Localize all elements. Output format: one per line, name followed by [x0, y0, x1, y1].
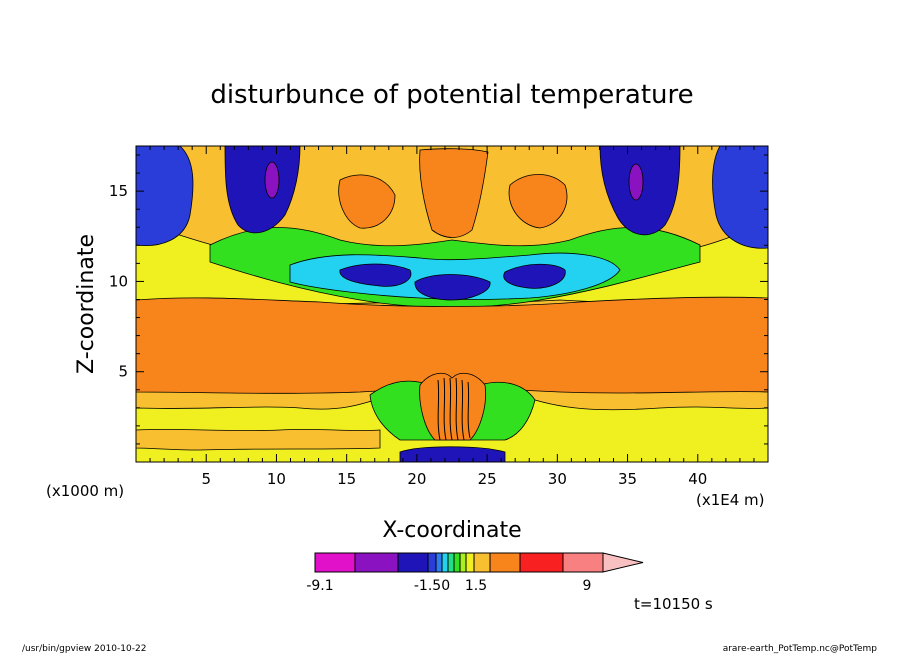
colorbar-swatch [562, 552, 604, 573]
x-axis-title: X-coordinate [382, 518, 521, 543]
contour-blue-topleft [136, 146, 194, 246]
contour-orange-topleft [338, 174, 396, 229]
y-axis: 5 10 15 [109, 154, 768, 445]
colorbar-swatch [354, 552, 399, 573]
footer-left: /usr/bin/gpview 2010-10-22 [22, 644, 146, 654]
chart-title: disturbunce of potential temperature [210, 80, 693, 110]
colorbar [314, 552, 644, 573]
colorbar-label: 9 [583, 578, 592, 594]
colorbar-swatch [453, 552, 461, 573]
contour-purple-1 [264, 161, 280, 199]
colorbar-swatch [465, 552, 475, 573]
colorbar-swatch [397, 552, 429, 573]
colorbar-labels: -9.1 -1.50 1.5 9 [306, 578, 591, 594]
x-tick-label: 25 [478, 470, 497, 488]
contour-orange-top [419, 148, 489, 238]
x-tick-label: 10 [267, 470, 286, 488]
contour-orange-topright [508, 174, 568, 229]
colorbar-label: -1.50 [414, 578, 450, 594]
colorbar-swatch [473, 552, 491, 573]
contour-lines-center [437, 377, 471, 441]
contour-blue-topright2 [712, 146, 768, 249]
colorbar-label: 1.5 [465, 578, 487, 594]
colorbar-arrow [602, 552, 644, 573]
contour-purple-2 [628, 163, 644, 201]
contour-blue-topleft2 [224, 146, 301, 234]
contour-orange-core [419, 372, 487, 441]
colorbar-swatch [489, 552, 521, 573]
x-tick-label: 15 [337, 470, 356, 488]
colorbar-swatch [447, 552, 455, 573]
x-tick-label: 20 [407, 470, 426, 488]
plot-frame [135, 145, 769, 463]
colorbar-swatch [435, 552, 443, 573]
heatmap-field [136, 146, 768, 462]
y-axis-title: Z-coordinate [74, 234, 99, 374]
x-tick-label: 30 [548, 470, 567, 488]
contour-orange-bottom [136, 429, 381, 451]
contour-orange-middle [136, 296, 768, 394]
y-tick-label: 15 [109, 182, 128, 200]
x-unit-left: (x1000 m) [46, 482, 124, 500]
contour-blue-left [339, 263, 412, 287]
colorbar-swatch [314, 552, 356, 573]
x-tick-label: 35 [618, 470, 637, 488]
x-unit-right: (x1E4 m) [696, 491, 765, 509]
contour-blue-center [414, 274, 491, 301]
contour-blue-right [503, 263, 566, 289]
colorbar-swatch [427, 552, 437, 573]
x-axis: 5 10 15 20 25 30 35 40 [149, 146, 755, 488]
contour-blue-bottom [399, 446, 506, 462]
time-label: t=10150 s [634, 595, 713, 613]
x-tick-label: 5 [201, 470, 211, 488]
x-tick-label: 40 [688, 470, 707, 488]
colorbar-label: -9.1 [306, 578, 333, 594]
y-tick-label: 5 [118, 363, 128, 381]
colorbar-swatch [519, 552, 564, 573]
colorbar-swatch [459, 552, 467, 573]
y-tick-label: 10 [109, 272, 128, 290]
colorbar-swatch [441, 552, 449, 573]
footer-right: arare-earth_PotTemp.nc@PotTemp [723, 644, 878, 654]
